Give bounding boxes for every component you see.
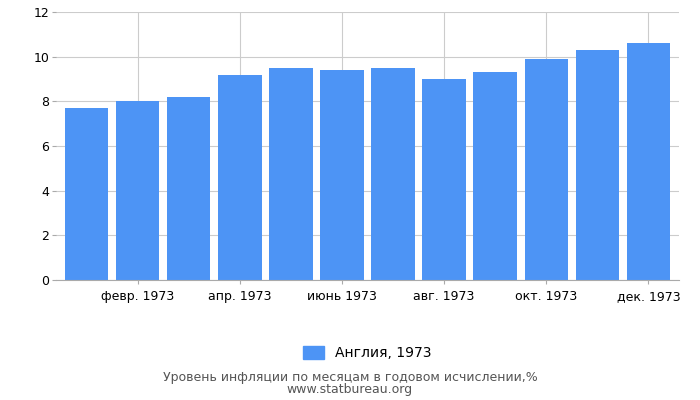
Bar xyxy=(321,70,364,280)
Bar xyxy=(116,101,160,280)
Bar xyxy=(371,68,414,280)
Bar xyxy=(422,79,466,280)
Bar xyxy=(626,43,670,280)
Bar xyxy=(65,108,108,280)
Legend: Англия, 1973: Англия, 1973 xyxy=(298,340,438,366)
Bar xyxy=(524,59,568,280)
Text: www.statbureau.org: www.statbureau.org xyxy=(287,383,413,396)
Text: Уровень инфляции по месяцам в годовом исчислении,%: Уровень инфляции по месяцам в годовом ис… xyxy=(162,372,538,384)
Bar xyxy=(473,72,517,280)
Bar xyxy=(218,74,262,280)
Bar xyxy=(167,97,211,280)
Bar xyxy=(575,50,619,280)
Bar xyxy=(270,68,313,280)
